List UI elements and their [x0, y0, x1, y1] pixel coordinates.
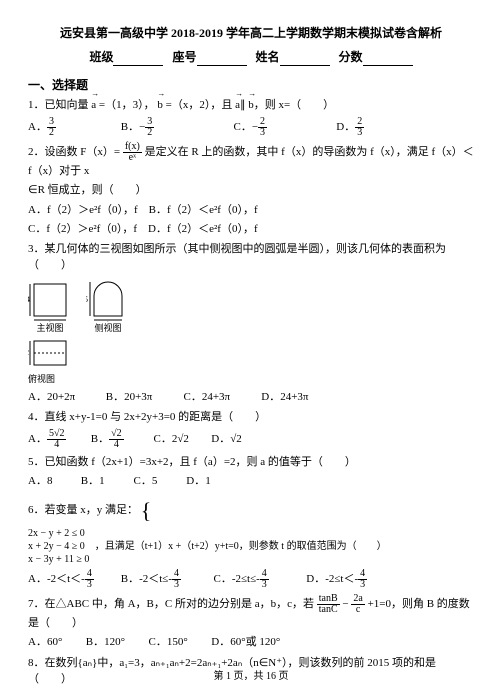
seat-blank — [197, 54, 247, 66]
top-view-icon: 2 — [28, 337, 72, 373]
q3-opt-b: B．20+3π — [106, 389, 181, 406]
vector-b2-icon: b — [248, 97, 254, 114]
q3-opt-d: D．24+3π — [261, 389, 308, 406]
side-view-label: 侧视图 — [86, 322, 130, 336]
q4-opt-c: C．2√2 — [154, 431, 209, 448]
q7-mid: − — [342, 598, 351, 610]
top-view-diagram: 2 俯视图 — [28, 337, 474, 387]
front-view-icon: 4 4 — [28, 278, 72, 322]
q6-s2: x + 2y − 4 ≥ 0 ，且满足（t+1）x +（t+2）y+t=0，则参… — [28, 541, 387, 552]
q6-opt-a: A．-2＜t＜-43 — [28, 569, 118, 590]
q4-opt-a: A．5√24 — [28, 429, 88, 450]
q3-opt-c: C．24+3π — [184, 389, 259, 406]
q1-options: A．32 B．−32 C．−23 D．23 — [28, 117, 474, 138]
q5-opt-c: C．5 — [134, 473, 184, 490]
q1-opt-d: D．23 — [336, 117, 364, 138]
svg-text:5: 5 — [86, 295, 88, 304]
q7-frac2: 2ac — [351, 594, 364, 615]
question-3: 3．某几何体的三视图如图所示（其中侧视图中的圆弧是半圆），则该几何体的表面积为（… — [28, 241, 474, 274]
name-label: 姓名 — [256, 50, 280, 64]
svg-text:4: 4 — [28, 295, 30, 304]
q6-opt-b: B．-2＜t≤-43 — [121, 569, 211, 590]
q3-opt-a: A．20+2π — [28, 389, 103, 406]
q7-opt-b: B．120° — [86, 634, 146, 651]
score-label: 分数 — [339, 50, 363, 64]
q7-options: A．60° B．120° C．150° D．60°或 120° — [28, 634, 474, 651]
q2-opts-cd: C．f（2）＞e²f（0），f D．f（2）＜e²f（0），f — [28, 221, 474, 238]
q1-opt-b: B．−32 — [121, 117, 231, 138]
q4-opt-d: D．√2 — [211, 431, 242, 448]
q1-aeq: =（1，3）， — [96, 99, 154, 111]
q6-s3: x − 3y + 11 ≥ 0 — [28, 554, 89, 565]
page-title: 远安县第一高级中学 2018-2019 学年高二上学期数学期末模拟试卷含解析 — [28, 24, 474, 42]
vector-a2-icon: a — [235, 97, 240, 114]
q7-opt-d: D．60°或 120° — [211, 634, 280, 651]
q3-options: A．20+2π B．20+3π C．24+3π D．24+3π — [28, 389, 474, 406]
q2-line1a: 2．设函数 F（x）= — [28, 146, 123, 158]
q6-opt-d: D．-2≤t＜-43 — [306, 569, 367, 590]
q5-opt-a: A．8 — [28, 473, 78, 490]
q2-fraction: f(x)eˣ — [123, 142, 142, 163]
q4-opt-b: B．√24 — [91, 429, 151, 450]
header-fields: 班级 座号 姓名 分数 — [28, 48, 474, 66]
q5-options: A．8 B．1 C．5 D．1 — [28, 473, 474, 490]
question-7: 7．在△ABC 中，角 A，B，C 所对的边分别是 a，b，c，若 tanBta… — [28, 594, 474, 632]
q2-opts-ab: A．f（2）＞e²f（0），f B．f（2）＜e²f（0），f — [28, 202, 474, 219]
front-view-diagram: 4 4 主视图 — [28, 278, 72, 336]
q2-line2: ∈R 恒成立，则（ ） — [28, 182, 474, 199]
score-blank — [363, 54, 413, 66]
name-blank — [280, 54, 330, 66]
q6-options: A．-2＜t＜-43 B．-2＜t≤-43 C．-2≤t≤-43 D．-2≤t＜… — [28, 569, 474, 590]
q5-opt-b: B．1 — [81, 473, 131, 490]
q5-opt-d: D．1 — [186, 473, 210, 490]
class-blank — [113, 54, 163, 66]
q7-opt-a: A．60° — [28, 634, 83, 651]
question-2: 2．设函数 F（x）= f(x)eˣ 是定义在 R 上的函数，其中 f（x）的导… — [28, 142, 474, 180]
q1-opt-c: C．−23 — [234, 117, 334, 138]
q1-beq: =（x，2），且 — [163, 99, 232, 111]
q7-stem: 7．在△ABC 中，角 A，B，C 所对的边分别是 a，b，c，若 — [28, 598, 317, 610]
question-4: 4．直线 x+y-1=0 与 2x+2y+3=0 的距离是（ ） — [28, 409, 474, 426]
page-footer: 第 1 页，共 16 页 — [0, 669, 502, 684]
vector-a-icon: a — [91, 97, 96, 114]
q6-opt-c: C．-2≤t≤-43 — [214, 569, 304, 590]
top-view-label: 俯视图 — [28, 373, 474, 387]
side-view-icon: 5 4 — [86, 278, 130, 322]
brace-icon: { — [141, 498, 152, 523]
front-view-label: 主视图 — [28, 322, 72, 336]
question-1: 1．已知向量 a =（1，3）， b =（x，2），且 a∥ b，则 x=（ ） — [28, 97, 474, 114]
svg-text:2: 2 — [28, 348, 29, 357]
vector-b-icon: b — [157, 97, 163, 114]
q1-stem-a: 1．已知向量 — [28, 99, 89, 111]
question-6: 6．若变量 x，y 满足： { 2x − y + 2 ≤ 0 x + 2y − … — [28, 494, 474, 566]
class-label: 班级 — [89, 50, 113, 64]
q3-diagrams: 4 4 主视图 5 4 侧视图 — [28, 278, 474, 336]
q6-pre: 6．若变量 x，y 满足： — [28, 504, 138, 516]
q7-frac1: tanBtanC — [317, 594, 340, 615]
q7-opt-c: C．150° — [149, 634, 209, 651]
side-view-diagram: 5 4 侧视图 — [86, 278, 130, 336]
q1-opt-a: A．32 — [28, 117, 118, 138]
q4-options: A．5√24 B．√24 C．2√2 D．√2 — [28, 429, 474, 450]
q6-s1: 2x − y + 2 ≤ 0 — [28, 528, 85, 539]
question-5: 5．已知函数 f（2x+1）=3x+2，且 f（a）=2，则 a 的值等于（ ） — [28, 454, 474, 471]
q6-system: 2x − y + 2 ≤ 0 x + 2y − 4 ≥ 0 ，且满足（t+1）x… — [28, 527, 387, 566]
q1-parallel: ∥ — [240, 99, 246, 111]
seat-label: 座号 — [172, 50, 196, 64]
q1-tail: ，则 x=（ ） — [254, 99, 334, 111]
